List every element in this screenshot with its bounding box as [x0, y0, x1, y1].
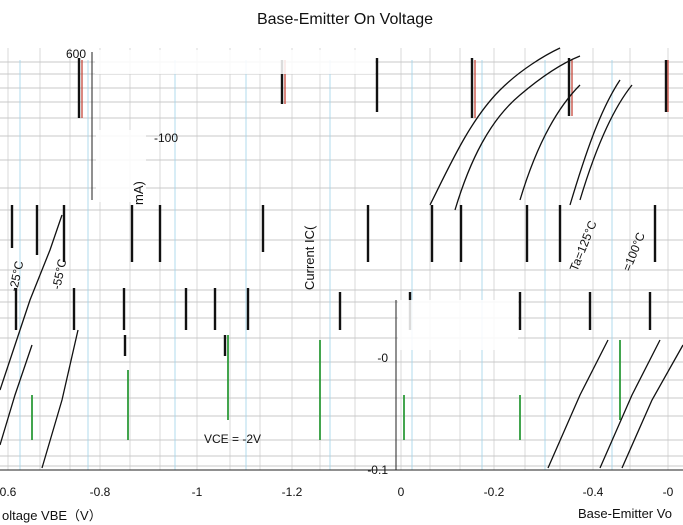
series-layer	[0, 47, 683, 469]
series-curve	[579, 84, 633, 201]
annotation-temp-minus55: -55°C	[49, 257, 69, 290]
series-curve	[599, 339, 661, 469]
series-curve	[547, 339, 609, 469]
left-x-tick-label: -1.2	[282, 485, 303, 499]
artifact-patch	[430, 20, 540, 38]
left-y-tick-label: 600	[66, 47, 86, 61]
left-y-tick-label: -100	[154, 131, 178, 145]
series-curve	[429, 47, 561, 206]
artifact-patch	[96, 130, 146, 202]
right-y-axis-label: Current IC(	[302, 225, 317, 290]
right-x-tick-label: 0	[398, 485, 405, 499]
chart-title: Base-Emitter On Voltage	[257, 11, 433, 28]
series-curve	[0, 344, 33, 446]
series-curve	[41, 329, 79, 469]
right-y-tick-label: -0	[377, 351, 388, 365]
right-x-axis-label: Base-Emitter Vo	[578, 506, 672, 521]
left-x-tick-label: -0.8	[90, 485, 111, 499]
annotation-temp-minus25: -25°C	[6, 259, 26, 292]
artifact-patch	[95, 50, 375, 74]
left-y-axis-label: mA)	[131, 181, 146, 205]
right-x-tick-label: -0	[663, 485, 674, 499]
series-curve	[569, 79, 621, 206]
series-curve	[454, 55, 581, 211]
right-y-tick-label: -0.1	[367, 463, 388, 477]
right-x-tick-label: -0.4	[583, 485, 604, 499]
series-curve	[519, 84, 581, 201]
annotation-temp-125: Ta=125°C	[567, 218, 600, 273]
right-x-tick-label: -0.2	[484, 485, 505, 499]
left-x-tick-label: 0.6	[0, 485, 17, 499]
annotation-temp-100: =100°C	[620, 230, 648, 273]
series-curve	[621, 344, 683, 469]
annotation-vce: VCE = -2V	[204, 432, 261, 446]
left-x-tick-label: -1	[192, 485, 203, 499]
artifact-patch	[398, 300, 518, 350]
left-x-axis-label: oltage VBE（V）	[2, 508, 102, 523]
artifact-layer	[10, 20, 669, 440]
series-curve	[0, 214, 63, 391]
